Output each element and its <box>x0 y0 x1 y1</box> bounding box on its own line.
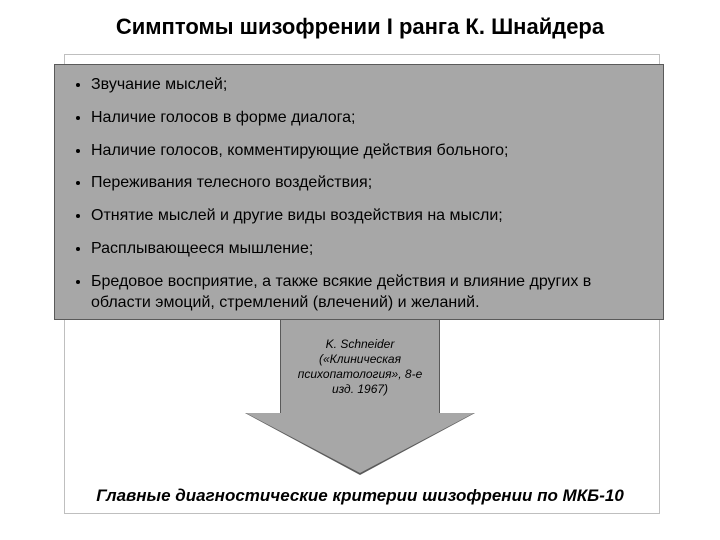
list-item: Звучание мыслей; <box>91 75 645 96</box>
arrow-head <box>246 413 474 473</box>
list-item: Наличие голосов, комментирующие действия… <box>91 141 645 162</box>
slide-title: Симптомы шизофрении I ранга К. Шнайдера <box>0 14 720 40</box>
list-item-text: Переживания телесного воздействия; <box>91 174 372 191</box>
list-item-text: Отнятие мыслей и другие виды воздействия… <box>91 207 503 224</box>
arrow-stem: K. Schneider («Клиническая психопатологи… <box>280 320 440 414</box>
symptoms-box: Звучание мыслей; Наличие голосов в форме… <box>54 64 664 320</box>
list-item: Бредовое восприятие, а также всякие дейс… <box>91 272 645 314</box>
list-item: Отнятие мыслей и другие виды воздействия… <box>91 206 645 227</box>
list-item: Наличие голосов в форме диалога; <box>91 108 645 129</box>
footer-text: Главные диагностические критерии шизофре… <box>0 486 720 506</box>
symptoms-list: Звучание мыслей; Наличие голосов в форме… <box>73 75 645 313</box>
list-item-text: Наличие голосов, комментирующие действия… <box>91 142 509 159</box>
list-item-text: Расплывающееся мышление; <box>91 240 313 257</box>
list-item: Расплывающееся мышление; <box>91 239 645 260</box>
list-item-text: Наличие голосов в форме диалога; <box>91 109 355 126</box>
list-item-text: Звучание мыслей; <box>91 76 227 93</box>
list-item-text: Бредовое восприятие, а также всякие дейс… <box>91 273 591 311</box>
slide: Симптомы шизофрении I ранга К. Шнайдера … <box>0 0 720 540</box>
citation-text: K. Schneider («Клиническая психопатологи… <box>291 337 429 397</box>
list-item: Переживания телесного воздействия; <box>91 173 645 194</box>
